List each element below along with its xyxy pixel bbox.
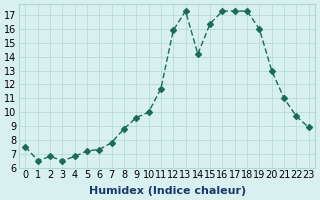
- X-axis label: Humidex (Indice chaleur): Humidex (Indice chaleur): [89, 186, 246, 196]
